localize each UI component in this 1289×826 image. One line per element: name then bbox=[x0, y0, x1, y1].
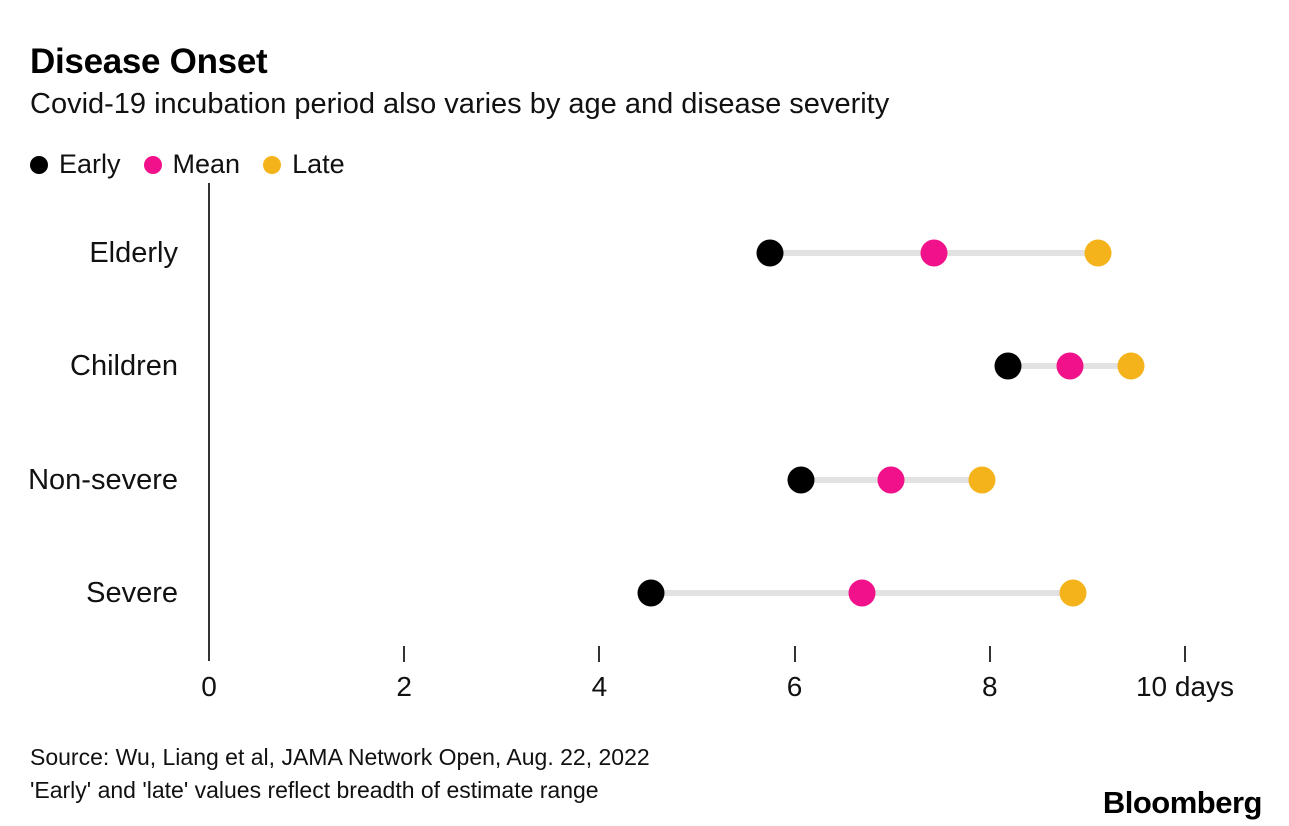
x-axis-tick-label: 10 days bbox=[1135, 671, 1235, 702]
y-axis-line bbox=[208, 183, 210, 661]
early-data-dot bbox=[756, 239, 784, 267]
legend-label-late: Late bbox=[292, 149, 345, 179]
mean-dot-icon bbox=[143, 155, 162, 174]
mean-data-dot bbox=[848, 579, 876, 607]
legend-item-early: Early bbox=[30, 149, 121, 180]
category-label: Children bbox=[70, 350, 178, 382]
legend: Early Mean Late bbox=[30, 149, 345, 180]
source-note: Source: Wu, Liang et al, JAMA Network Op… bbox=[30, 741, 650, 807]
late-data-dot bbox=[968, 466, 996, 494]
mean-data-dot bbox=[1056, 352, 1084, 380]
x-axis-tick bbox=[598, 646, 601, 662]
x-axis-tick-label: 0 bbox=[201, 671, 217, 702]
page-title: Disease Onset bbox=[30, 42, 268, 81]
x-axis-tick bbox=[403, 646, 406, 662]
x-axis-tick bbox=[793, 646, 796, 662]
late-dot-icon bbox=[263, 155, 282, 174]
early-dot-icon bbox=[30, 155, 48, 174]
chart-subtitle: Covid-19 incubation period also varies b… bbox=[30, 88, 890, 120]
source-line: Source: Wu, Liang et al, JAMA Network Op… bbox=[30, 744, 650, 770]
x-axis-tick-label: 4 bbox=[591, 671, 608, 702]
legend-item-mean: Mean bbox=[143, 149, 241, 180]
x-axis-tick bbox=[988, 646, 991, 662]
early-data-dot bbox=[994, 352, 1022, 380]
early-data-dot bbox=[637, 579, 665, 607]
x-axis-tick-label: 2 bbox=[396, 671, 412, 702]
category-label: Severe bbox=[86, 577, 178, 609]
late-data-dot bbox=[1117, 352, 1145, 380]
category-label: Non-severe bbox=[28, 464, 178, 496]
mean-data-dot bbox=[920, 239, 948, 267]
footnote-line: 'Early' and 'late' values reflect breadt… bbox=[30, 777, 599, 803]
category-label: Elderly bbox=[89, 237, 178, 269]
mean-data-dot bbox=[877, 466, 905, 494]
x-axis-tick bbox=[1184, 646, 1186, 662]
bloomberg-logo: Bloomberg bbox=[1102, 785, 1263, 820]
early-data-dot bbox=[787, 466, 815, 494]
legend-label-early: Early bbox=[59, 149, 121, 179]
legend-item-late: Late bbox=[263, 149, 345, 180]
late-data-dot bbox=[1059, 579, 1087, 607]
x-axis-tick-label: 8 bbox=[982, 671, 998, 702]
legend-label-mean: Mean bbox=[172, 149, 241, 179]
x-axis-tick-label: 6 bbox=[786, 671, 803, 702]
late-data-dot bbox=[1084, 239, 1112, 267]
